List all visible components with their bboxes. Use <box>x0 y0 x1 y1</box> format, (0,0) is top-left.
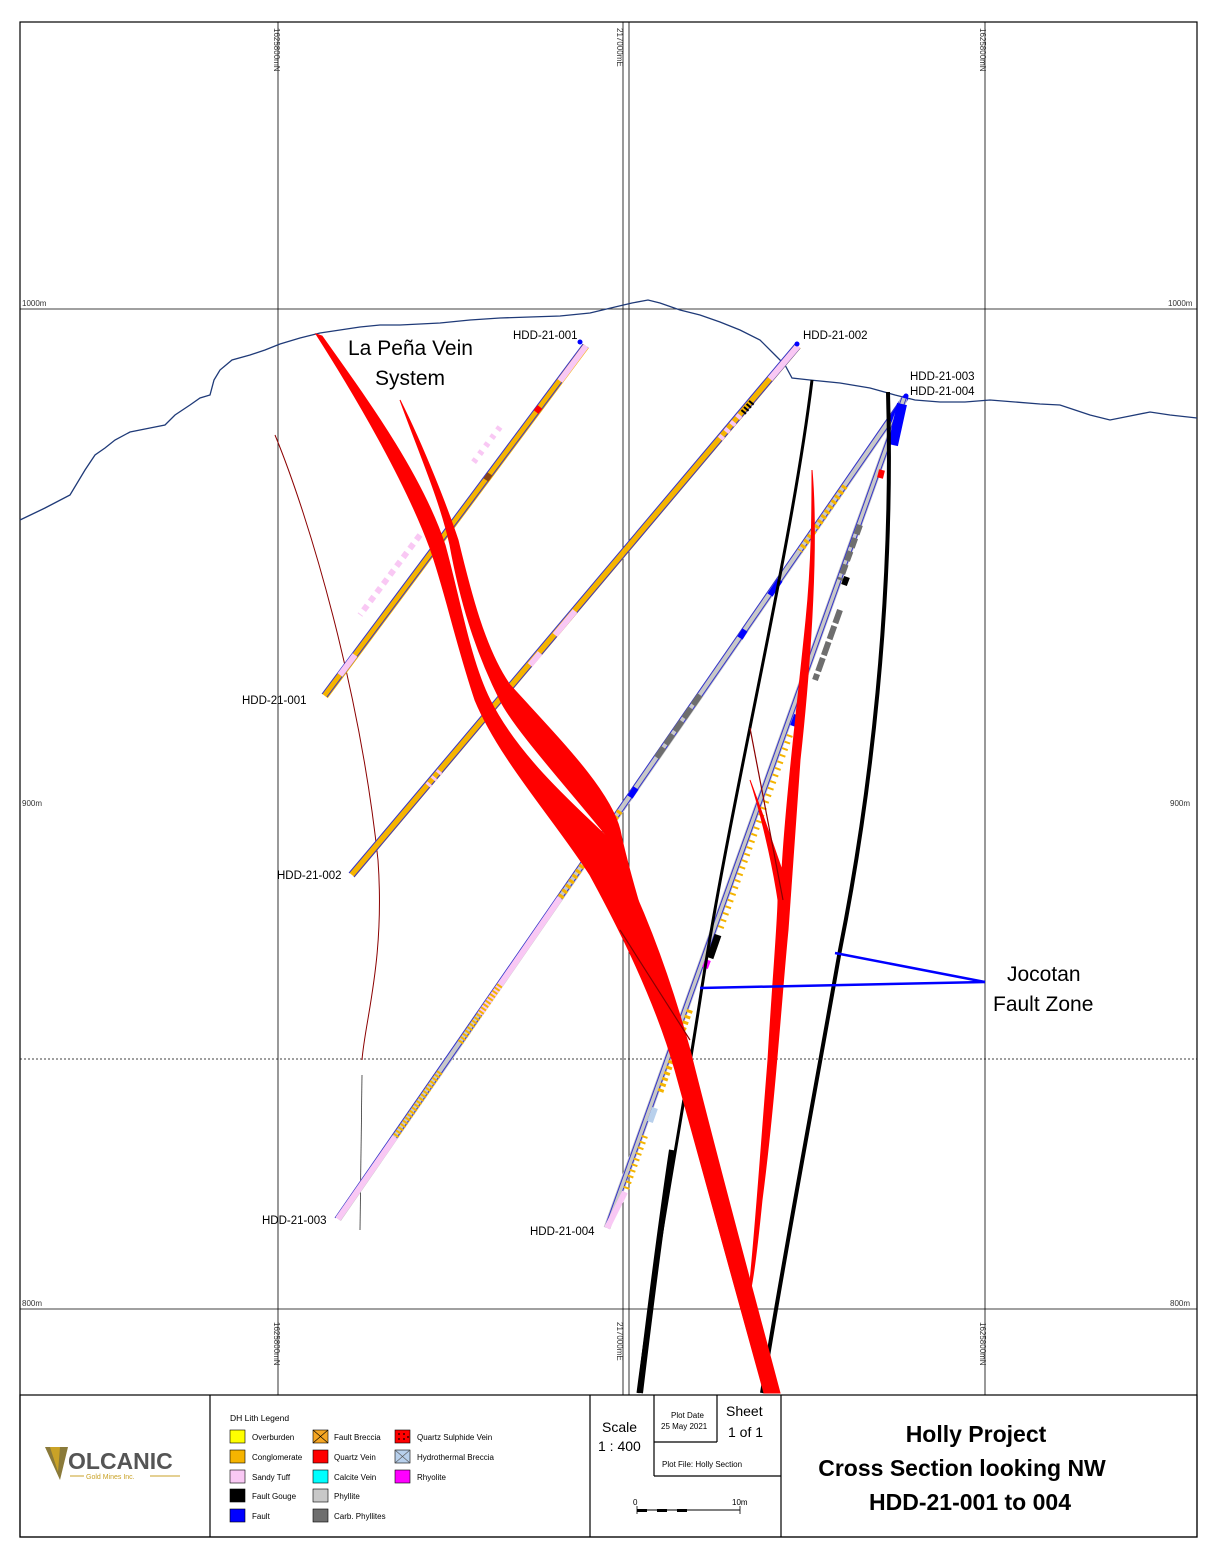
scalebar-start: 0 <box>633 1498 638 1507</box>
toe-label-hdd-21-004: HDD-21-004 <box>530 1226 595 1238</box>
legend-item-phyllite: Phyllite <box>312 1488 360 1503</box>
grid-label-left-1000: 1000m <box>22 299 47 308</box>
drillhole-hdd-21-001 <box>321 339 589 699</box>
collar-label-hdd-21-002: HDD-21-002 <box>803 330 868 342</box>
grid-label-right-900: 900m <box>1170 799 1190 808</box>
legend-item-calcite-vein: Calcite Vein <box>312 1469 376 1484</box>
minor-trace-center <box>619 929 691 1041</box>
la-pena-vein-label-line2: System <box>375 367 445 390</box>
grid-label-bottom-center: 217000mE <box>615 1322 624 1361</box>
legend-item-quartz-sulphide-vein: Quartz Sulphide Vein <box>394 1429 492 1444</box>
svg-text:Hydrothermal Breccia: Hydrothermal Breccia <box>417 1453 494 1462</box>
scale-bar: 0 10m <box>633 1498 748 1514</box>
svg-text:Sandy Tuff: Sandy Tuff <box>252 1473 291 1482</box>
legend-item-carb-phyllites: Carb. Phyllites <box>312 1508 386 1523</box>
scalebar-end: 10m <box>732 1498 748 1507</box>
sheet-label: Sheet <box>726 1403 763 1419</box>
svg-text:Quartz Vein: Quartz Vein <box>334 1453 376 1462</box>
la-pena-vein-label-line1: La Peña Vein <box>348 337 473 360</box>
legend-item-fault: Fault <box>229 1508 271 1523</box>
legend-item-hydrothermal-breccia: Hydrothermal Breccia <box>394 1449 494 1464</box>
toe-label-hdd-21-001: HDD-21-001 <box>242 695 307 707</box>
map-frame <box>19 21 1198 1538</box>
quartz-vein-splay <box>747 469 815 1301</box>
sheet-value: 1 of 1 <box>728 1424 763 1440</box>
legend-title: DH Lith Legend <box>230 1413 289 1423</box>
legend-item-fault-breccia: Fault Breccia <box>312 1429 381 1444</box>
jocotan-label-line1: Jocotan <box>1007 963 1081 986</box>
jocotan-pointer-lower <box>699 980 986 990</box>
grid-label-left-900: 900m <box>22 799 42 808</box>
minor-fault-trace <box>274 434 380 1061</box>
logo-sub-text: Gold Mines Inc. <box>86 1474 135 1481</box>
legend-item-quartz-vein: Quartz Vein <box>312 1449 376 1464</box>
grid-label-right-800: 800m <box>1170 1299 1190 1308</box>
collar-label-hdd-21-004: HDD-21-004 <box>910 386 975 398</box>
legend-item-overburden: Overburden <box>229 1429 294 1444</box>
plot-file: Plot File: Holly Section <box>662 1460 742 1469</box>
jocotan-fault-trace-west-lower <box>637 1149 675 1394</box>
svg-text:Fault: Fault <box>252 1512 271 1521</box>
plot-date-value: 25 May 2021 <box>661 1422 708 1431</box>
toe-label-hdd-21-003: HDD-21-003 <box>262 1215 327 1227</box>
grid-label-top-left: 1625800mN <box>272 28 281 72</box>
jocotan-label-line2: Fault Zone <box>993 993 1093 1016</box>
title-holes: HDD-21-001 to 004 <box>869 1489 1071 1515</box>
minor-trace-center-2 <box>749 727 784 901</box>
drillhole-hdd-21-004 <box>603 396 908 1230</box>
svg-text:Fault Breccia: Fault Breccia <box>334 1433 381 1442</box>
svg-text:Fault Gouge: Fault Gouge <box>252 1492 297 1501</box>
logo-main-text: OLCANIC <box>68 1448 173 1474</box>
scale-value: 1 : 400 <box>598 1438 641 1454</box>
grid-label-top-center: 217000mE <box>615 28 624 67</box>
legend-item-rhyolite: Rhyolite <box>394 1469 446 1484</box>
plot-date-label: Plot Date <box>671 1411 704 1420</box>
grid-label-right-1000: 1000m <box>1168 299 1193 308</box>
toe-label-hdd-21-002: HDD-21-002 <box>277 870 342 882</box>
minor-fault-trace-lower <box>359 1074 363 1231</box>
volcanic-logo: OLCANIC Gold Mines Inc. <box>45 1447 180 1481</box>
legend-item-fault-gouge: Fault Gouge <box>229 1488 297 1503</box>
topography-line <box>19 299 1198 521</box>
svg-text:Overburden: Overburden <box>252 1433 294 1442</box>
legend-item-sandy-tuff: Sandy Tuff <box>229 1469 291 1484</box>
svg-text:Calcite Vein: Calcite Vein <box>334 1473 376 1482</box>
collar-label-hdd-21-003: HDD-21-003 <box>910 371 975 383</box>
la-pena-vein-main <box>314 333 781 1394</box>
legend-item-conglomerate: Conglomerate <box>229 1449 303 1464</box>
svg-text:Quartz Sulphide Vein: Quartz Sulphide Vein <box>417 1433 492 1442</box>
drillhole-hdd-21-002 <box>348 341 801 878</box>
svg-text:Phyllite: Phyllite <box>334 1492 360 1501</box>
grid <box>20 22 1197 1395</box>
title-section: Cross Section looking NW <box>818 1455 1106 1481</box>
grid-label-left-800: 800m <box>22 1299 42 1308</box>
la-pena-vein-inner-split <box>669 1049 699 1101</box>
grid-label-bottom-left: 1625800mN <box>272 1322 281 1366</box>
scale-label: Scale <box>602 1419 637 1435</box>
grid-label-bottom-right: 1625800mN <box>978 1322 987 1366</box>
collar-label-hdd-21-001: HDD-21-001 <box>513 330 578 342</box>
svg-text:Carb. Phyllites: Carb. Phyllites <box>334 1512 386 1521</box>
title-block: OLCANIC Gold Mines Inc. DH Lith Legend O… <box>19 1394 1198 1538</box>
jocotan-pointer-upper <box>834 951 986 984</box>
grid-label-top-right: 1625800mN <box>978 28 987 72</box>
svg-text:Rhyolite: Rhyolite <box>417 1473 446 1482</box>
svg-text:Conglomerate: Conglomerate <box>252 1453 303 1462</box>
title-project: Holly Project <box>906 1421 1047 1447</box>
jocotan-fault-trace-east <box>760 391 891 1394</box>
